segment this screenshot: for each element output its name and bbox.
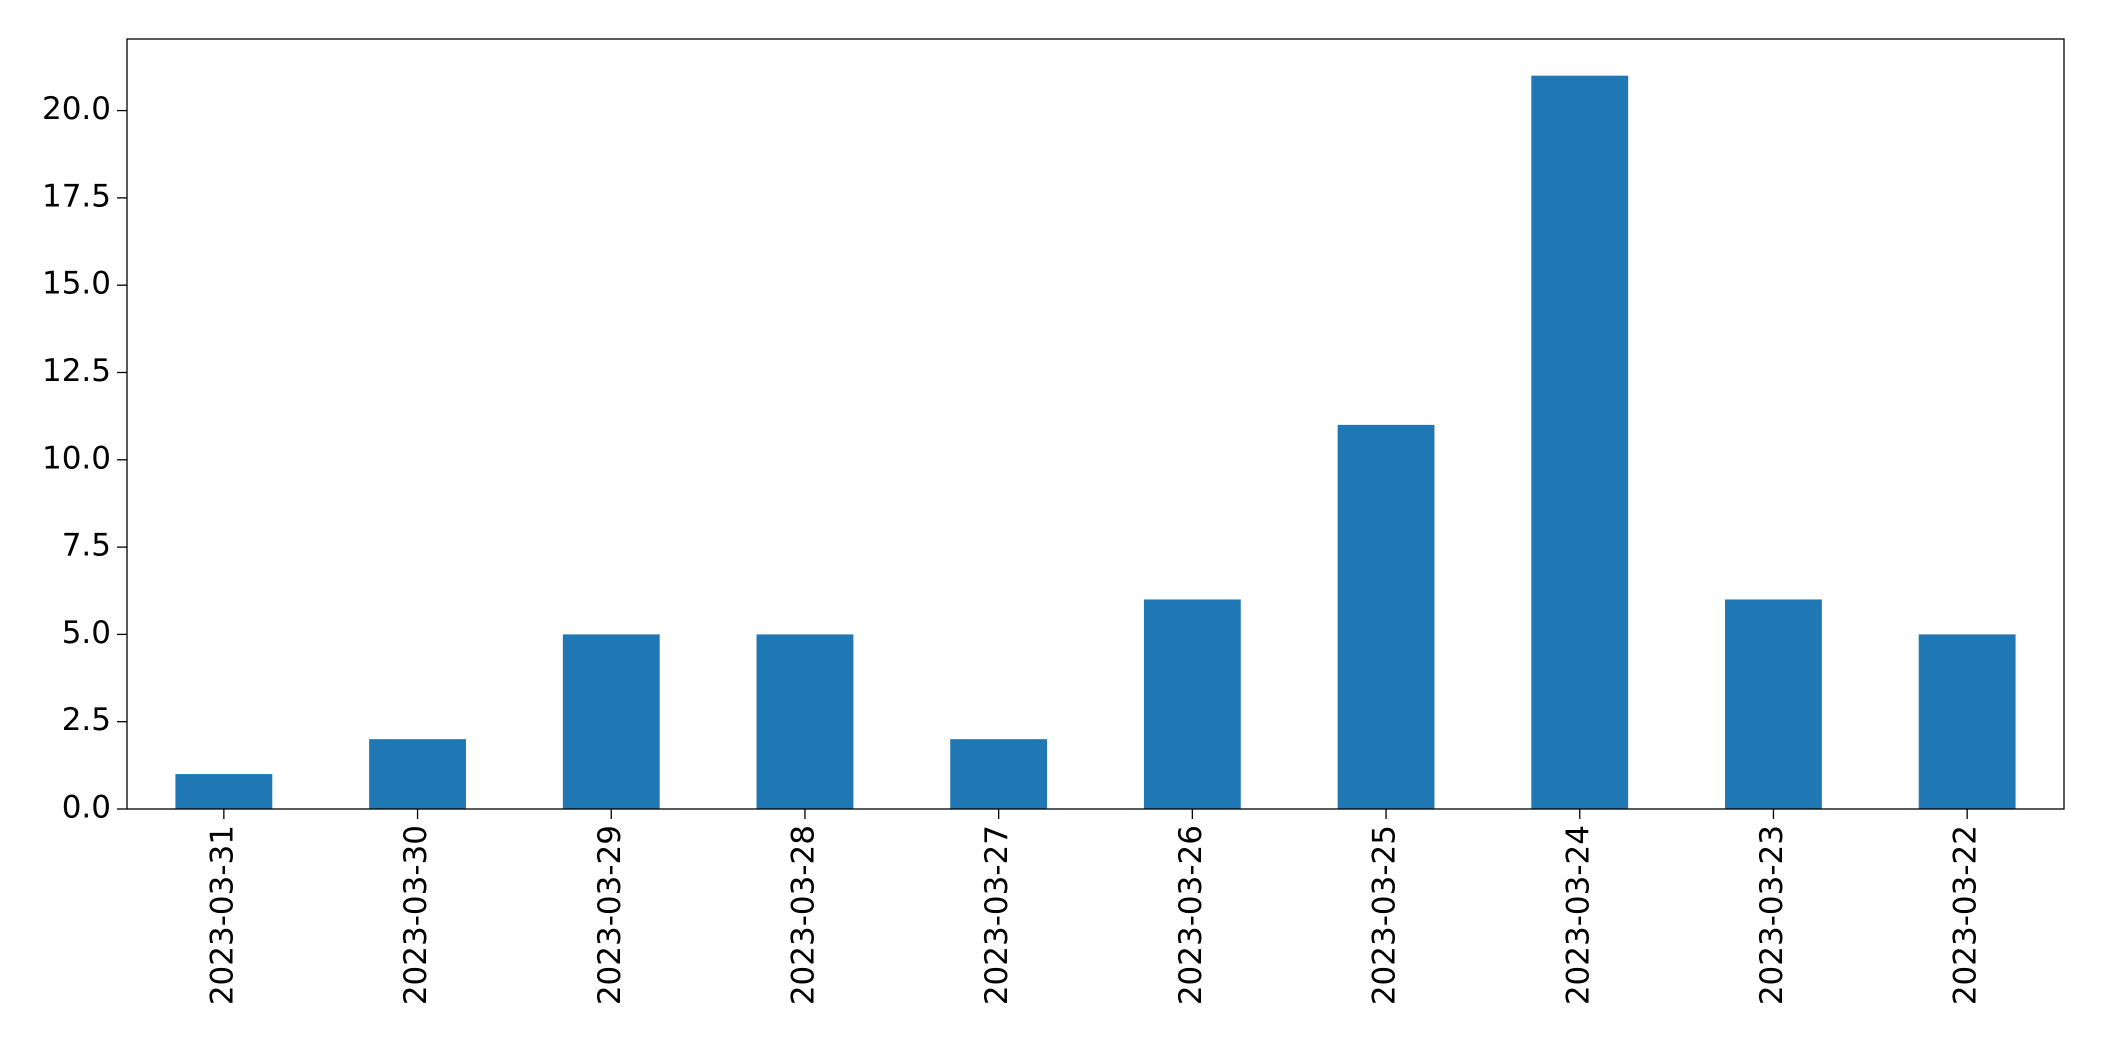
x-tick-label: 2023-03-22 — [1948, 825, 1984, 1005]
bar — [1337, 424, 1435, 809]
bar — [175, 774, 273, 809]
y-tick-label: 15.0 — [42, 266, 111, 302]
x-tick-label: 2023-03-31 — [204, 825, 240, 1005]
bar — [1918, 634, 2016, 809]
y-tick-label: 20.0 — [42, 91, 111, 127]
y-tick-label: 2.5 — [62, 702, 111, 738]
x-tick-label: 2023-03-24 — [1560, 825, 1596, 1005]
x-tick-label: 2023-03-27 — [979, 825, 1015, 1005]
y-tick-label: 7.5 — [62, 528, 111, 564]
y-tick-label: 17.5 — [42, 178, 111, 214]
x-tick-label: 2023-03-25 — [1367, 825, 1403, 1005]
bar — [369, 739, 466, 809]
bar — [1143, 599, 1241, 809]
x-tick-label: 2023-03-26 — [1173, 825, 1209, 1005]
y-tick-label: 12.5 — [42, 353, 111, 389]
x-tick-label: 2023-03-23 — [1754, 825, 1790, 1005]
y-tick-label: 10.0 — [42, 440, 111, 476]
plot-frame — [126, 38, 2065, 810]
bar — [1531, 75, 1629, 809]
x-tick-label: 2023-03-28 — [785, 825, 821, 1005]
bar — [1725, 599, 1822, 809]
bar — [562, 634, 660, 809]
bar — [950, 739, 1048, 809]
bar — [756, 634, 854, 809]
x-tick-label: 2023-03-30 — [398, 825, 434, 1005]
y-tick-label: 0.0 — [62, 790, 111, 826]
x-tick-label: 2023-03-29 — [592, 825, 628, 1005]
y-tick-label: 5.0 — [62, 615, 111, 651]
